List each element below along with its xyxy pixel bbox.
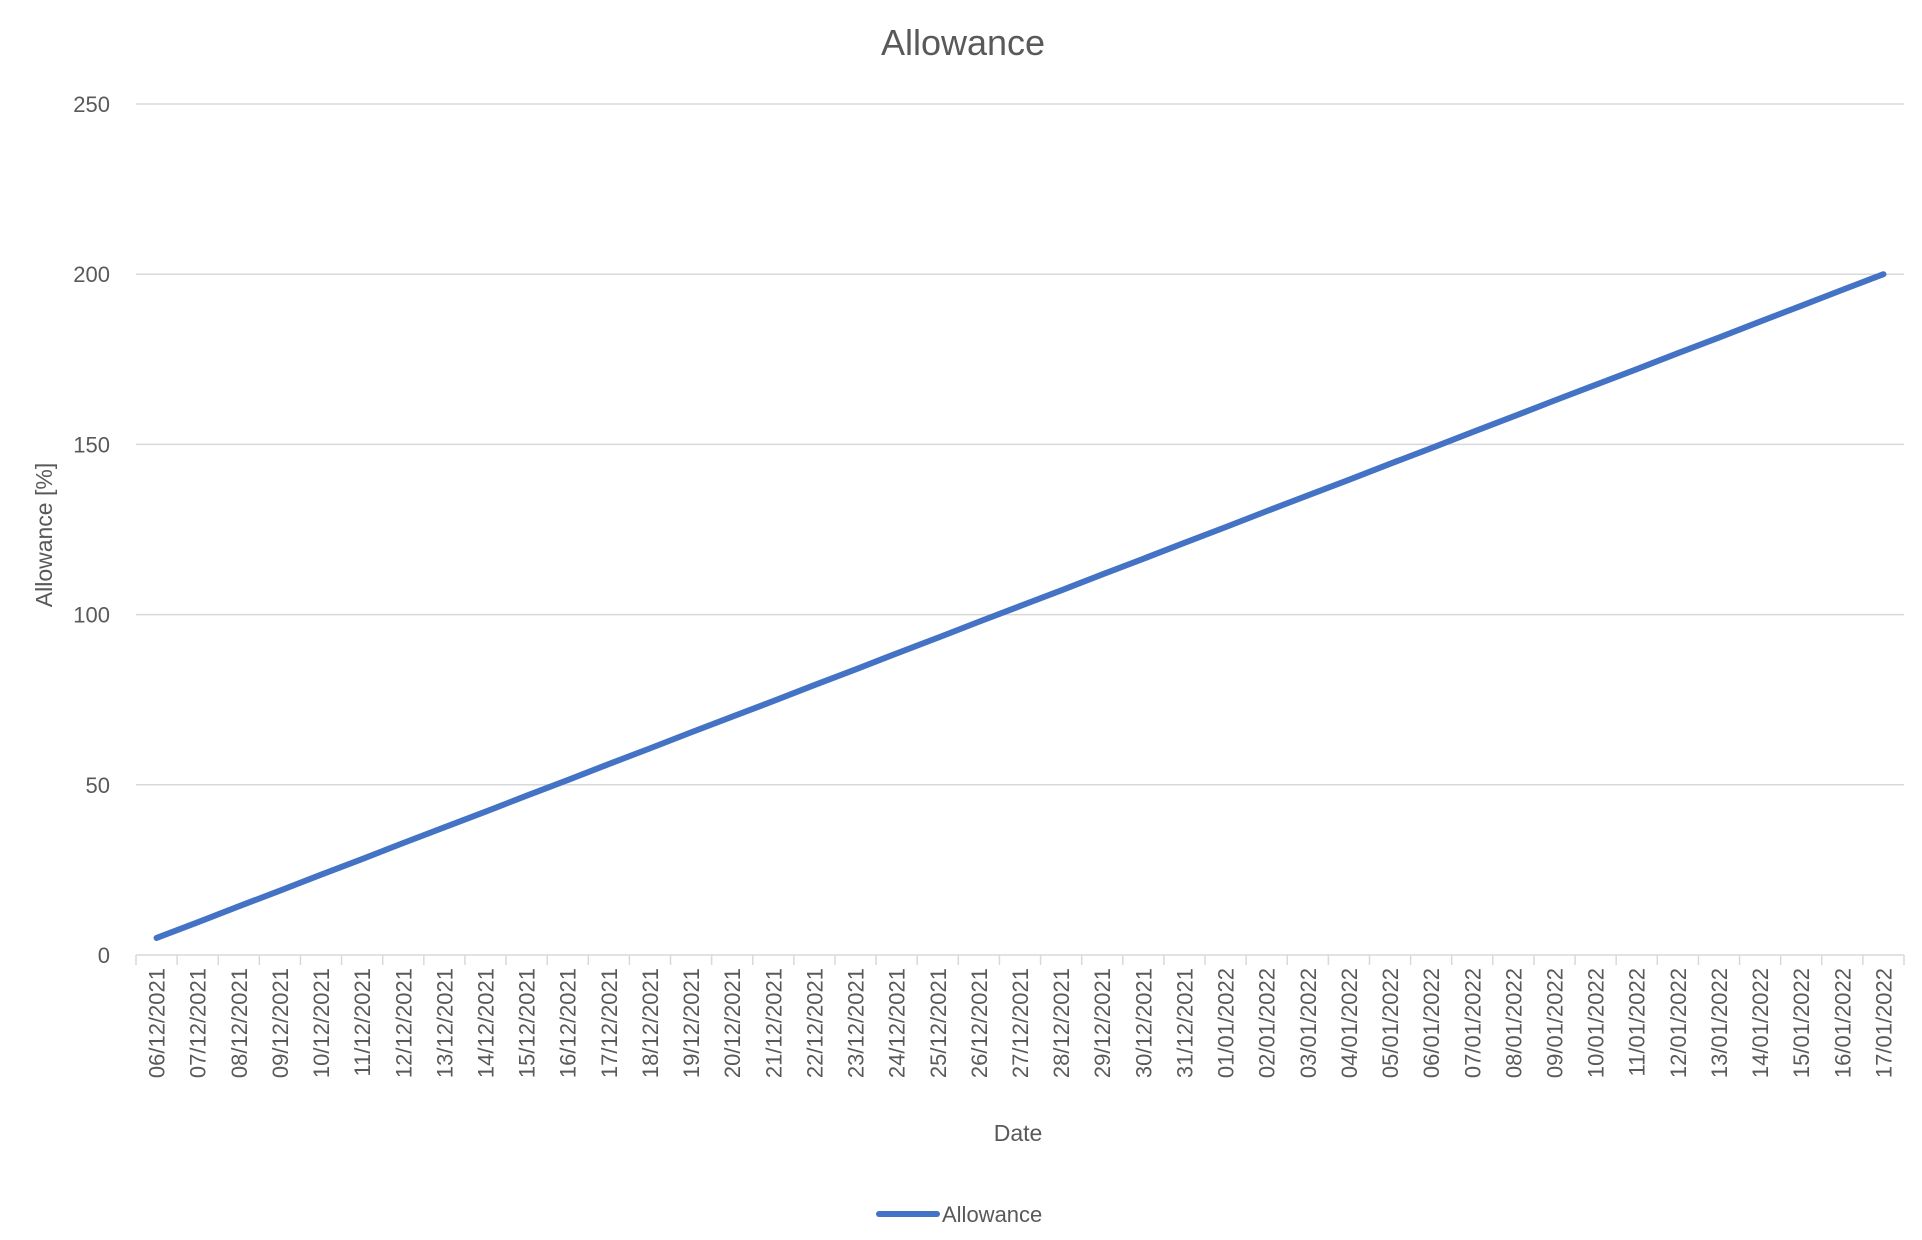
x-tick-label: 07/01/2022 xyxy=(1460,968,1485,1078)
x-tick-label: 10/12/2021 xyxy=(309,968,334,1078)
x-tick-label: 12/01/2022 xyxy=(1666,968,1691,1078)
x-tick-label: 25/12/2021 xyxy=(926,968,951,1078)
legend: Allowance xyxy=(876,1202,1042,1227)
x-tick-label: 03/01/2022 xyxy=(1296,968,1321,1078)
x-tick-label: 20/12/2021 xyxy=(720,968,745,1078)
x-tick-label: 06/01/2022 xyxy=(1419,968,1444,1078)
x-tick-label: 22/12/2021 xyxy=(802,968,827,1078)
x-tick-label: 27/12/2021 xyxy=(1008,968,1033,1078)
x-axis-title: Date xyxy=(994,1120,1043,1146)
x-tick-label: 26/12/2021 xyxy=(967,968,992,1078)
x-axis xyxy=(135,954,1905,965)
x-tick-label: 17/12/2021 xyxy=(597,968,622,1078)
y-axis-title: Allowance [%] xyxy=(31,463,57,607)
x-tick-label: 08/01/2022 xyxy=(1501,968,1526,1078)
x-tick-label: 01/01/2022 xyxy=(1214,968,1239,1078)
x-tick-label: 15/01/2022 xyxy=(1789,968,1814,1078)
y-axis-tick-labels: 0 50 100 150 200 250 xyxy=(73,92,110,968)
x-tick-label: 23/12/2021 xyxy=(844,968,869,1078)
y-tick-label: 100 xyxy=(73,603,110,628)
y-tick-label: 0 xyxy=(98,943,110,968)
x-tick-label: 08/12/2021 xyxy=(227,968,252,1078)
gridlines xyxy=(136,103,1904,786)
legend-label: Allowance xyxy=(942,1202,1042,1227)
x-tick-label: 14/12/2021 xyxy=(473,968,498,1078)
x-tick-label: 04/01/2022 xyxy=(1337,968,1362,1078)
x-tick-label: 13/12/2021 xyxy=(432,968,457,1078)
x-tick-label: 14/01/2022 xyxy=(1748,968,1773,1078)
series-line-allowance xyxy=(153,271,1887,941)
x-tick-label: 02/01/2022 xyxy=(1255,968,1280,1078)
y-tick-label: 200 xyxy=(73,262,110,287)
y-tick-label: 250 xyxy=(73,92,110,117)
x-tick-label: 05/01/2022 xyxy=(1378,968,1403,1078)
x-tick-label: 31/12/2021 xyxy=(1172,968,1197,1078)
x-tick-label: 24/12/2021 xyxy=(885,968,910,1078)
x-tick-label: 09/01/2022 xyxy=(1543,968,1568,1078)
x-tick-label: 10/01/2022 xyxy=(1584,968,1609,1078)
x-tick-label: 17/01/2022 xyxy=(1871,968,1896,1078)
x-tick-label: 07/12/2021 xyxy=(186,968,211,1078)
x-tick-label: 09/12/2021 xyxy=(268,968,293,1078)
x-tick-label: 21/12/2021 xyxy=(761,968,786,1078)
series-lines xyxy=(153,271,1887,941)
y-tick-label: 50 xyxy=(86,773,110,798)
x-axis-tick-labels: 06/12/2021 07/12/2021 08/12/2021 09/12/2021… xyxy=(145,968,1897,1078)
x-tick-label: 29/12/2021 xyxy=(1090,968,1115,1078)
x-tick-label: 15/12/2021 xyxy=(515,968,540,1078)
x-tick-label: 11/12/2021 xyxy=(350,968,375,1076)
x-tick-label: 18/12/2021 xyxy=(638,968,663,1078)
x-tick-label: 12/12/2021 xyxy=(391,968,416,1078)
x-tick-label: 16/12/2021 xyxy=(556,968,581,1078)
x-tick-label: 30/12/2021 xyxy=(1131,968,1156,1078)
x-tick-label: 19/12/2021 xyxy=(679,968,704,1078)
x-tick-label: 28/12/2021 xyxy=(1049,968,1074,1078)
x-tick-label: 13/01/2022 xyxy=(1707,968,1732,1078)
x-tick-label: 16/01/2022 xyxy=(1830,968,1855,1078)
x-tick-label: 11/01/2022 xyxy=(1625,968,1650,1076)
x-tick-label: 06/12/2021 xyxy=(145,968,170,1078)
chart-title: Allowance xyxy=(881,22,1045,63)
y-tick-label: 150 xyxy=(73,432,110,457)
